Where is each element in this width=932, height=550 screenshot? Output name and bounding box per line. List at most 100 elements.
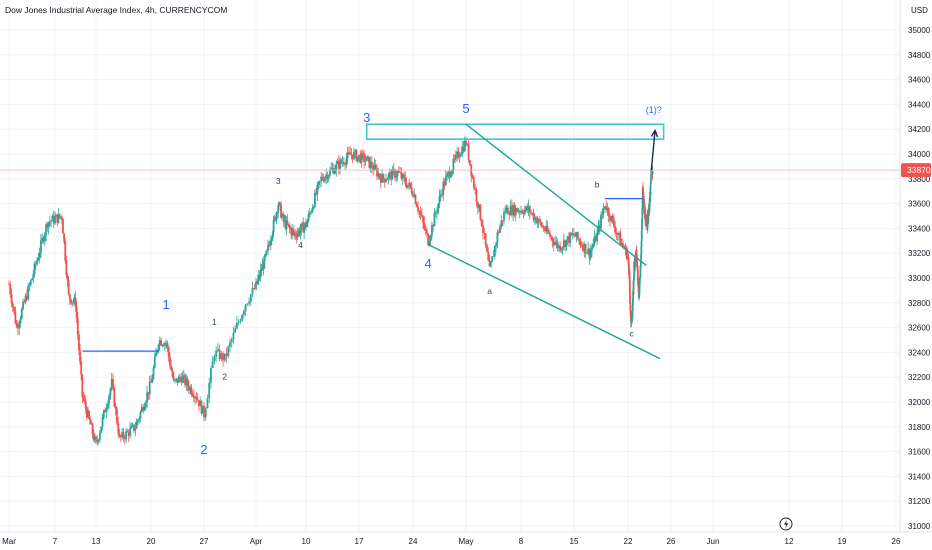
price-tick-label: 31800 [908,423,931,432]
candle [177,374,180,383]
candle-body [196,398,199,401]
candle-body [536,221,539,224]
candle [315,187,317,197]
candle [587,241,590,256]
candle [135,418,138,429]
candle-body [36,259,39,265]
candle [589,244,592,261]
candle [114,402,117,416]
candle-body [523,209,526,215]
candle [292,228,294,237]
candle [438,189,441,208]
time-tick-label: 24 [409,537,418,546]
candle-body [263,256,266,269]
candle [50,220,53,228]
candle [566,235,569,245]
candle [174,379,176,384]
time-tick-label: May [458,537,473,546]
candle-body [25,295,28,300]
candle-body [255,281,257,290]
candle [142,403,145,414]
candle-body [181,376,184,383]
candle-body [58,213,61,218]
price-axis[interactable]: 35000 34800 34600 34400 34200 34000 33800 33600… [908,26,931,531]
candle-body [575,232,578,237]
candle-body [518,211,521,213]
candle-body [91,423,94,435]
candle [576,231,579,241]
price-tick-label: 32600 [908,324,931,333]
time-tick-label: 20 [147,537,156,546]
candle-body [55,214,58,218]
price-tick-label: 33800 [908,175,931,184]
candle-body [265,251,268,256]
candle [615,227,618,240]
candle-body [642,192,645,200]
candle-body [198,400,200,407]
candle [612,214,615,229]
candle [273,214,276,222]
candle [560,247,563,253]
news-flag-icon[interactable] [779,517,793,531]
candle [400,167,403,181]
candle [336,158,339,165]
candle-body [325,174,328,178]
candle-body [596,232,599,242]
candle-body [297,229,300,234]
candle [391,166,394,180]
candle-body [337,161,340,169]
candle [628,274,631,295]
candle [532,208,535,223]
candle-body [294,233,297,237]
candle [600,211,602,233]
candle [478,203,480,213]
candle-body [364,160,367,162]
candle [199,396,202,407]
candle [185,374,188,391]
candle-body [112,379,114,388]
candle [46,221,49,232]
candle [267,239,269,256]
candle [557,244,560,252]
candle-body [293,233,296,235]
candle-body [531,213,534,214]
candle [249,293,252,306]
candle [549,229,551,240]
candle-body [102,409,105,417]
candle [621,238,624,248]
price-tick-label: 33200 [908,249,931,258]
candle-body [126,431,129,433]
candle-body [355,150,358,161]
candle [190,383,193,397]
candle [287,224,290,227]
candle-body [503,211,505,221]
candle-body [574,234,577,237]
candle [118,428,121,438]
candle [76,311,79,341]
candle-body [313,192,316,208]
candle-body [308,212,311,215]
candle [93,432,96,443]
candle-body [573,233,575,235]
candle [170,359,173,371]
candle [424,224,427,236]
candle-body [184,375,186,385]
candle-body [647,214,650,223]
price-tick-label: 34200 [908,125,931,134]
candle-body [408,182,411,186]
candle [281,210,283,221]
candle [109,387,112,400]
candle [420,208,423,219]
candle [68,293,71,306]
candle-body [153,356,156,368]
candle [134,421,137,437]
candle [510,199,513,218]
candles [8,136,654,446]
candle-body [448,171,451,178]
time-axis[interactable]: Mar 7 13 20 27 Apr 10 17 24 May 8 15 22 26 Jun 12 19 26 [2,537,901,546]
candle [462,140,465,154]
candle-body [331,168,334,169]
candle [225,347,228,363]
candle [405,177,408,190]
